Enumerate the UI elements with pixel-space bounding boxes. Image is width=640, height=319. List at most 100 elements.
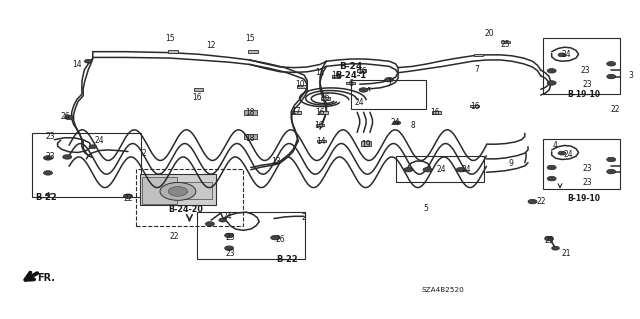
Text: 7: 7 (474, 65, 479, 74)
Text: 5: 5 (423, 204, 428, 213)
Text: 14: 14 (316, 137, 326, 146)
Circle shape (393, 121, 401, 125)
Bar (168, 49, 178, 53)
Circle shape (225, 246, 234, 250)
Bar (361, 142, 371, 145)
Circle shape (225, 233, 234, 238)
Text: SZA4B2520: SZA4B2520 (422, 287, 464, 293)
Bar (319, 111, 328, 114)
Bar (332, 75, 340, 78)
Text: 11: 11 (316, 68, 324, 77)
Text: 24: 24 (561, 50, 572, 59)
Circle shape (359, 88, 368, 92)
Text: 20: 20 (484, 29, 494, 38)
Bar (470, 105, 479, 107)
Bar (291, 111, 301, 114)
Text: 16: 16 (470, 102, 480, 111)
Text: 16: 16 (331, 71, 341, 80)
Circle shape (552, 246, 559, 250)
Text: 22: 22 (124, 194, 132, 203)
Circle shape (124, 194, 132, 198)
Text: 23: 23 (582, 80, 593, 89)
Bar (316, 124, 324, 126)
Circle shape (547, 81, 556, 85)
Text: 2: 2 (141, 149, 147, 158)
Bar (357, 70, 366, 72)
Circle shape (607, 169, 616, 174)
Text: 24: 24 (222, 212, 232, 221)
Text: 23: 23 (45, 132, 55, 141)
Bar (501, 41, 510, 43)
Circle shape (558, 151, 566, 155)
Text: 24: 24 (563, 150, 573, 159)
Text: 4: 4 (553, 141, 558, 150)
Circle shape (271, 235, 280, 240)
Text: 10: 10 (294, 80, 305, 89)
Text: 6: 6 (348, 79, 353, 88)
Text: 19: 19 (361, 140, 371, 149)
Circle shape (65, 115, 74, 120)
Text: 16: 16 (315, 108, 325, 117)
Bar (346, 82, 355, 84)
Text: 23: 23 (225, 233, 236, 242)
Text: 25: 25 (500, 40, 511, 48)
Text: 12: 12 (207, 41, 216, 50)
Bar (474, 54, 483, 56)
Text: B-24-1: B-24-1 (335, 71, 366, 80)
Bar (317, 140, 326, 142)
Text: 23: 23 (45, 152, 55, 161)
Bar (180, 182, 212, 199)
Circle shape (607, 157, 616, 162)
Text: 23: 23 (580, 66, 591, 75)
Bar (244, 134, 257, 139)
Circle shape (404, 167, 413, 172)
Text: 18: 18 (245, 134, 254, 143)
Circle shape (547, 176, 556, 181)
Text: 24: 24 (436, 165, 447, 174)
Circle shape (456, 167, 465, 172)
Circle shape (205, 222, 214, 226)
Bar (142, 177, 177, 204)
Text: B-22: B-22 (276, 255, 298, 263)
Text: 15: 15 (164, 34, 175, 43)
Text: 2: 2 (301, 213, 307, 222)
Circle shape (84, 59, 92, 63)
Circle shape (63, 155, 72, 159)
Text: 26: 26 (275, 235, 285, 244)
Bar (396, 156, 484, 182)
Text: FR.: FR. (37, 273, 55, 283)
Text: 26: 26 (60, 112, 70, 121)
Text: 16: 16 (320, 93, 330, 102)
Text: 22: 22 (611, 105, 620, 114)
Bar (244, 110, 257, 115)
Text: 9: 9 (508, 159, 513, 168)
Circle shape (89, 145, 97, 149)
Circle shape (44, 156, 52, 160)
Circle shape (385, 78, 394, 82)
Circle shape (607, 74, 616, 79)
Circle shape (547, 69, 556, 73)
Text: 3: 3 (628, 71, 633, 80)
Text: 24: 24 (461, 165, 471, 174)
Text: 1: 1 (387, 78, 392, 87)
Circle shape (528, 199, 537, 204)
Text: 24: 24 (94, 136, 104, 145)
Text: B-19-10: B-19-10 (567, 90, 600, 99)
Text: 18: 18 (245, 108, 254, 117)
Circle shape (558, 53, 566, 57)
Bar (543, 139, 620, 189)
Text: 16: 16 (356, 67, 367, 76)
Text: 22: 22 (170, 232, 179, 241)
Bar (248, 49, 258, 53)
Text: 24: 24 (390, 118, 401, 127)
Text: 21: 21 (562, 249, 571, 258)
Bar (543, 38, 620, 94)
Circle shape (160, 182, 196, 200)
Bar (32, 133, 141, 197)
Text: 25: 25 (544, 236, 554, 245)
Bar (197, 212, 305, 259)
Text: 24: 24 (355, 98, 365, 107)
Bar (194, 88, 203, 91)
Text: B-22: B-22 (35, 193, 57, 202)
Bar (136, 169, 243, 226)
